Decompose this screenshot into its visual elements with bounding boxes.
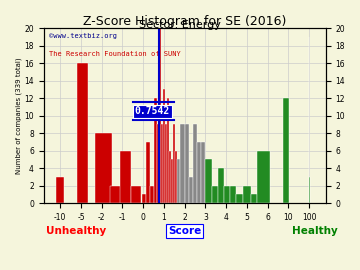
Bar bbox=[157, 124, 159, 203]
Bar bbox=[131, 185, 141, 203]
Bar bbox=[95, 133, 112, 203]
Bar bbox=[169, 151, 171, 203]
Bar bbox=[197, 142, 201, 203]
Bar bbox=[283, 98, 289, 203]
Bar bbox=[165, 124, 167, 203]
Bar bbox=[159, 28, 161, 203]
Bar bbox=[173, 124, 175, 203]
Bar bbox=[243, 185, 251, 203]
Bar bbox=[180, 124, 185, 203]
Bar bbox=[251, 194, 257, 203]
Y-axis label: Number of companies (339 total): Number of companies (339 total) bbox=[15, 57, 22, 174]
Bar bbox=[177, 159, 180, 203]
Bar bbox=[150, 185, 153, 203]
Bar bbox=[224, 185, 230, 203]
Text: Unhealthy: Unhealthy bbox=[46, 226, 107, 236]
Bar bbox=[56, 177, 64, 203]
Bar bbox=[237, 194, 243, 203]
Bar bbox=[257, 151, 270, 203]
Text: 0.7542: 0.7542 bbox=[135, 106, 170, 116]
Bar bbox=[120, 151, 131, 203]
Bar bbox=[171, 159, 173, 203]
Text: Healthy: Healthy bbox=[292, 226, 338, 236]
Bar bbox=[110, 185, 122, 203]
Bar bbox=[212, 185, 218, 203]
Text: The Research Foundation of SUNY: The Research Foundation of SUNY bbox=[49, 51, 181, 57]
Text: Score: Score bbox=[168, 226, 201, 236]
Bar bbox=[163, 89, 165, 203]
Text: Sector: Energy: Sector: Energy bbox=[139, 20, 221, 30]
Bar bbox=[153, 98, 157, 203]
Bar bbox=[189, 177, 193, 203]
Text: ©www.textbiz.org: ©www.textbiz.org bbox=[49, 33, 117, 39]
Bar bbox=[161, 124, 163, 203]
Bar bbox=[205, 159, 212, 203]
Bar bbox=[77, 63, 88, 203]
Title: Z-Score Histogram for SE (2016): Z-Score Histogram for SE (2016) bbox=[83, 15, 286, 28]
Bar bbox=[201, 142, 205, 203]
Bar bbox=[167, 98, 169, 203]
Bar bbox=[185, 124, 189, 203]
Bar bbox=[218, 168, 224, 203]
Bar bbox=[193, 124, 197, 203]
Bar bbox=[175, 151, 177, 203]
Bar bbox=[230, 185, 237, 203]
Bar bbox=[146, 142, 150, 203]
Bar bbox=[142, 194, 146, 203]
